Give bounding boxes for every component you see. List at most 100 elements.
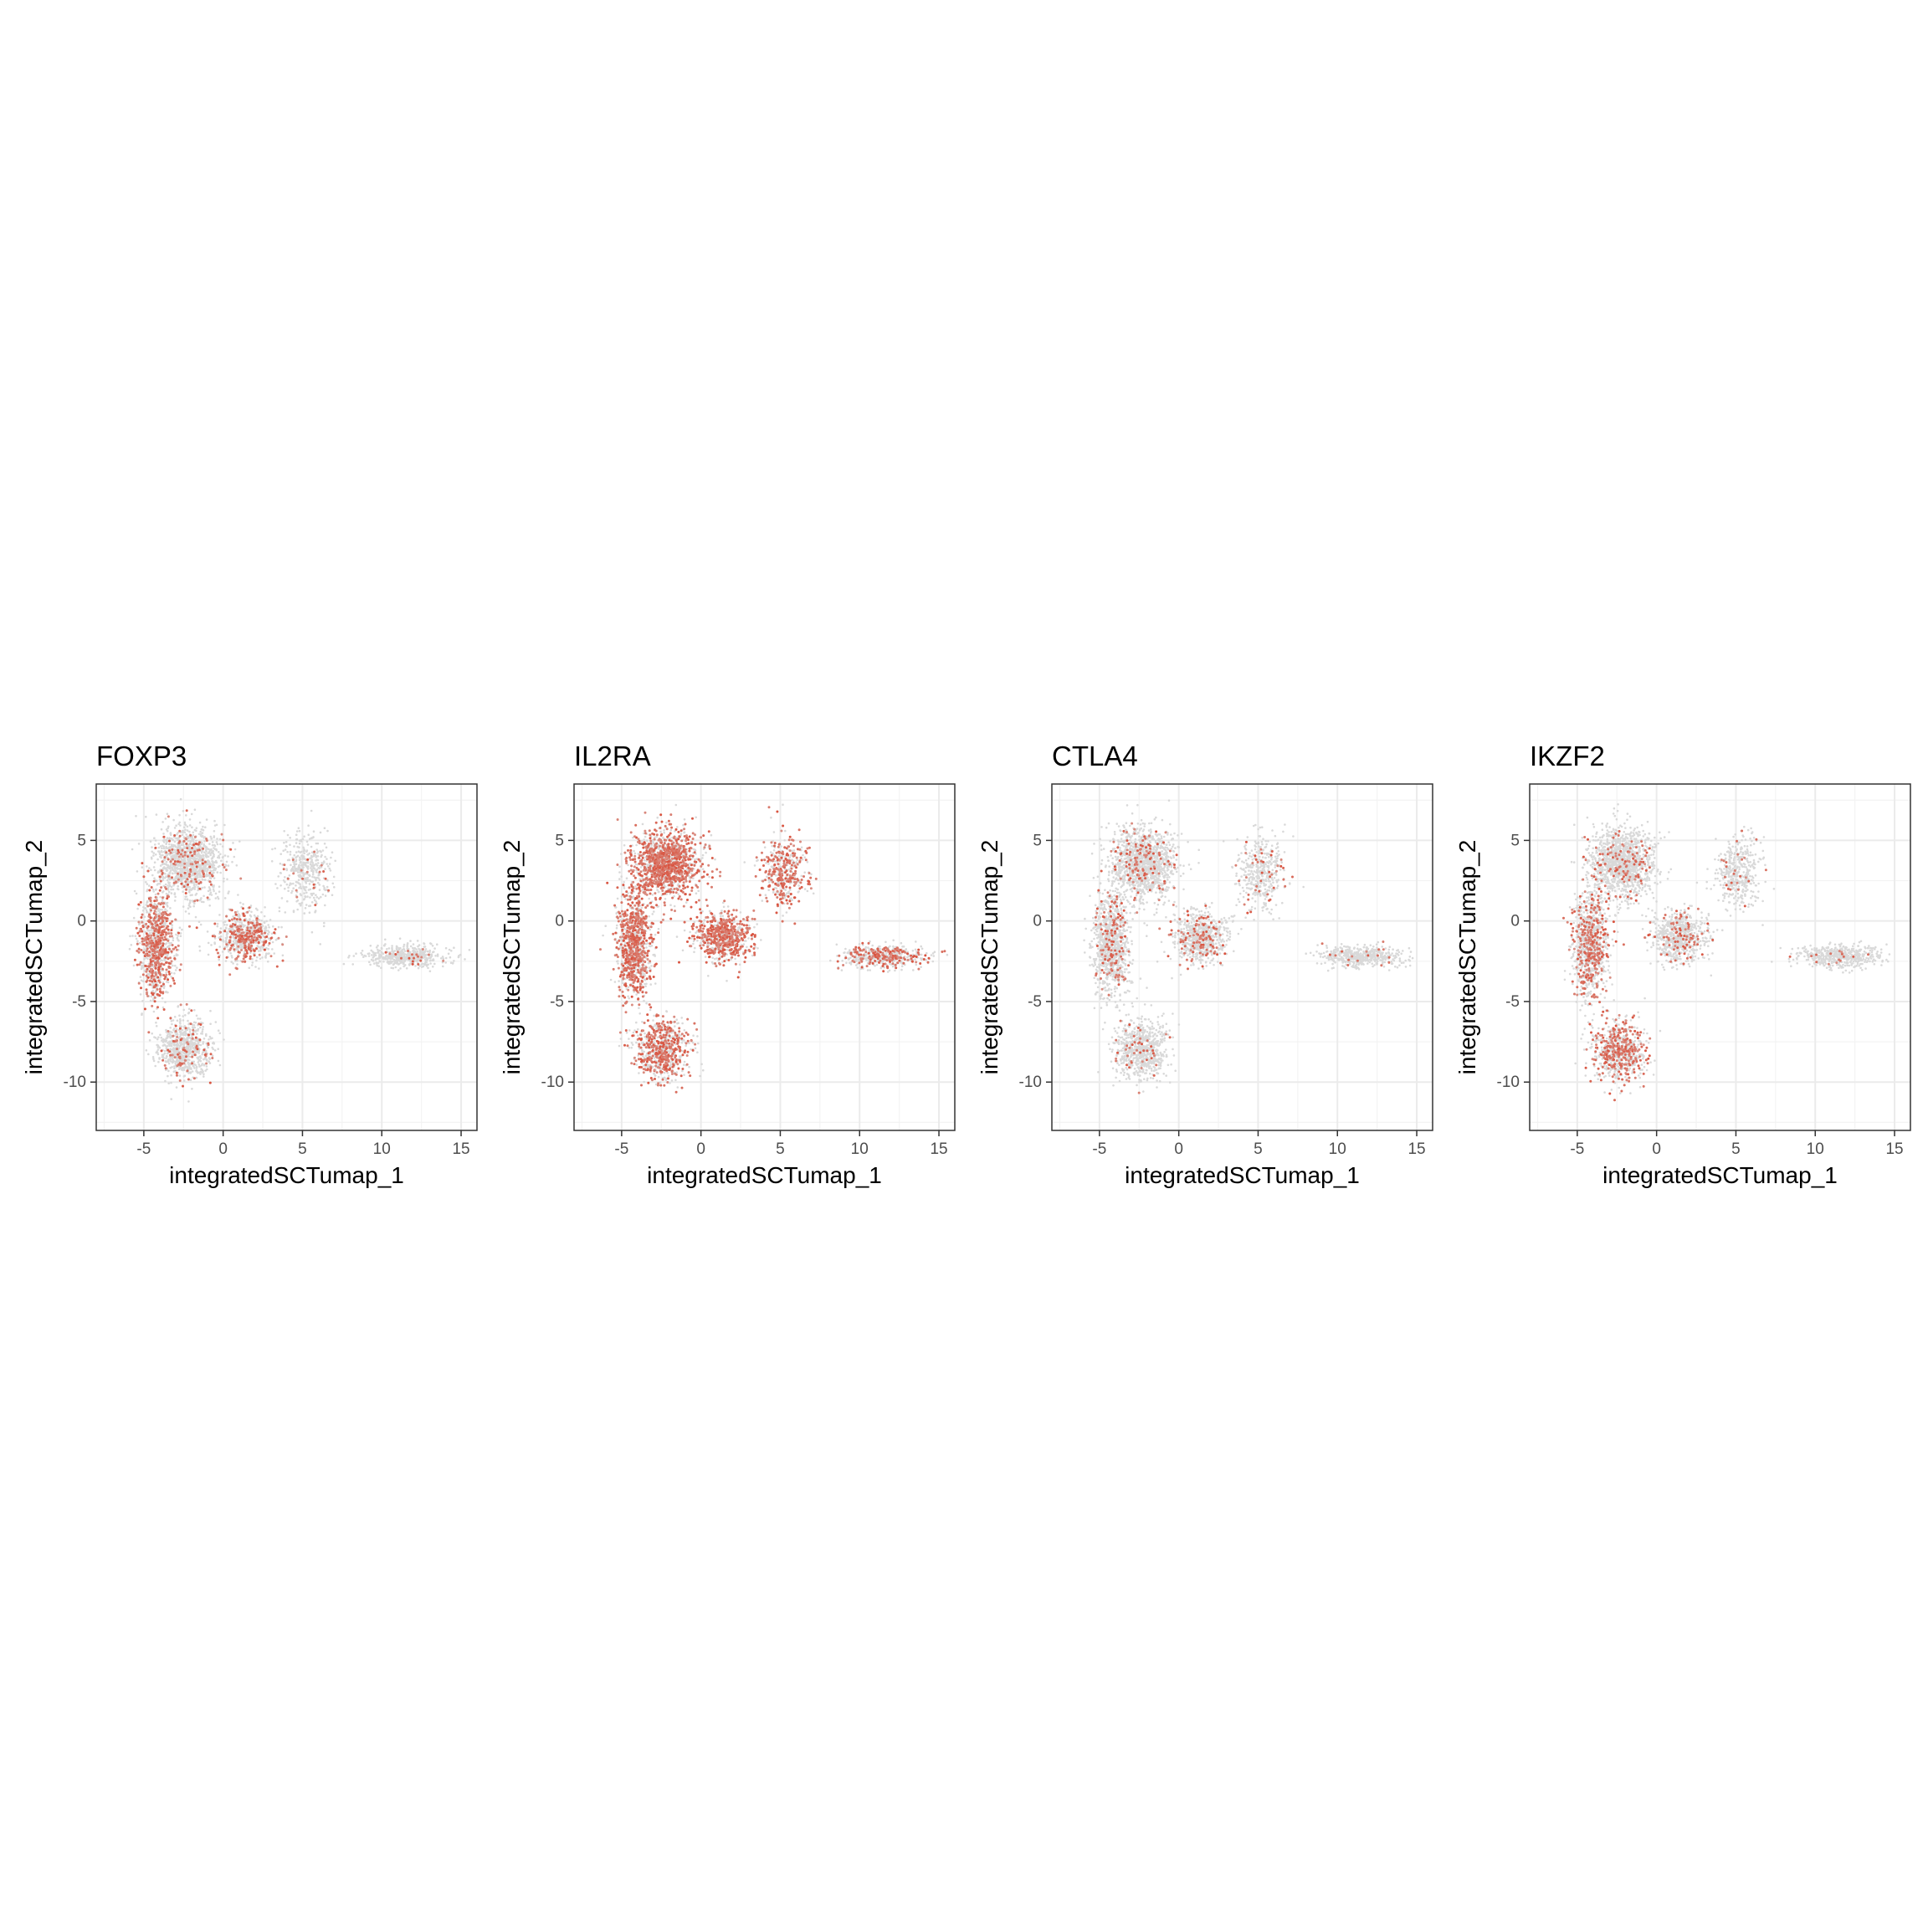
cell-point (271, 848, 274, 851)
cell-point (403, 944, 406, 946)
cell-point (205, 1033, 208, 1036)
cell-point (174, 841, 177, 843)
cell-point (182, 878, 185, 880)
cell-point (167, 951, 170, 954)
cell-point (395, 966, 397, 969)
cell-point (417, 940, 419, 942)
cell-point (156, 988, 159, 991)
cell-point (144, 965, 146, 967)
cell-point (169, 1067, 172, 1069)
cell-point (186, 1069, 188, 1072)
cell-point (259, 919, 261, 921)
cell-point (228, 928, 230, 930)
cell-point (399, 951, 402, 954)
cell-point (250, 921, 253, 924)
cell-point (254, 936, 256, 939)
cell-point (172, 858, 174, 861)
cell-point (393, 961, 396, 963)
cell-point (143, 940, 146, 942)
cell-point (163, 1043, 166, 1046)
cell-point (212, 861, 214, 864)
cell-point (165, 1057, 167, 1059)
cell-point (351, 963, 354, 966)
cell-point (249, 939, 252, 941)
cell-point (228, 864, 230, 867)
cell-point (207, 869, 209, 872)
cell-point (299, 830, 301, 833)
cell-point (189, 818, 192, 821)
cell-point (202, 1069, 204, 1072)
cell-point (204, 826, 207, 828)
cell-point (298, 827, 300, 829)
cell-point (324, 827, 326, 829)
cell-point (164, 908, 167, 910)
cell-point (218, 1060, 220, 1063)
cell-point (188, 889, 191, 891)
cell-point (210, 849, 213, 852)
cell-point (185, 1055, 187, 1058)
cell-point (155, 914, 157, 916)
cell-point (378, 960, 381, 962)
cell-point (327, 889, 330, 892)
cell-point (188, 886, 191, 889)
cell-point (178, 830, 181, 833)
cell-point (140, 949, 142, 951)
cell-point (189, 905, 192, 908)
cell-point (209, 854, 212, 857)
cell-point (159, 896, 162, 899)
cell-point (162, 918, 164, 920)
cell-point (297, 899, 300, 902)
cell-point (174, 827, 177, 829)
cell-point (162, 891, 164, 894)
cell-point (162, 896, 164, 899)
cell-point (316, 864, 319, 867)
cell-point (136, 932, 139, 935)
cell-point (170, 867, 172, 869)
cell-point (303, 853, 305, 855)
cell-point (255, 919, 258, 921)
cell-point (226, 946, 228, 948)
cell-point (399, 937, 402, 940)
cell-point (166, 854, 168, 857)
cell-point (685, 901, 688, 904)
cell-point (315, 879, 317, 882)
cell-point (168, 971, 171, 973)
cell-point (464, 958, 466, 961)
cell-point (301, 902, 304, 905)
cell-point (246, 929, 249, 931)
cell-point (640, 866, 643, 869)
cell-point (167, 887, 170, 889)
cell-point (449, 956, 452, 959)
cell-point (175, 846, 177, 848)
cell-point (187, 868, 189, 870)
cell-point (202, 1028, 204, 1031)
cell-point (167, 812, 169, 815)
cell-point (171, 848, 173, 851)
cell-point (195, 830, 197, 833)
cell-point (164, 877, 167, 879)
cell-point (218, 956, 220, 958)
cell-point (181, 929, 183, 931)
cell-point (159, 981, 162, 984)
cell-point (413, 943, 415, 946)
cell-point (150, 917, 152, 920)
cell-point (180, 932, 182, 935)
cell-point (620, 853, 623, 855)
cell-point (214, 1049, 217, 1052)
cell-point (154, 910, 156, 912)
cell-point (195, 840, 197, 843)
cell-point (264, 922, 266, 925)
cell-point (229, 925, 232, 928)
cell-point (197, 1029, 199, 1032)
cell-point (173, 1070, 176, 1073)
cell-point (413, 947, 416, 950)
cell-point (307, 843, 310, 846)
cell-point (202, 848, 204, 850)
cell-point (426, 965, 428, 967)
cell-point (153, 877, 156, 879)
cell-point (205, 875, 208, 878)
cell-point (140, 993, 142, 996)
cell-point (191, 1056, 193, 1058)
cell-point (179, 1027, 182, 1030)
